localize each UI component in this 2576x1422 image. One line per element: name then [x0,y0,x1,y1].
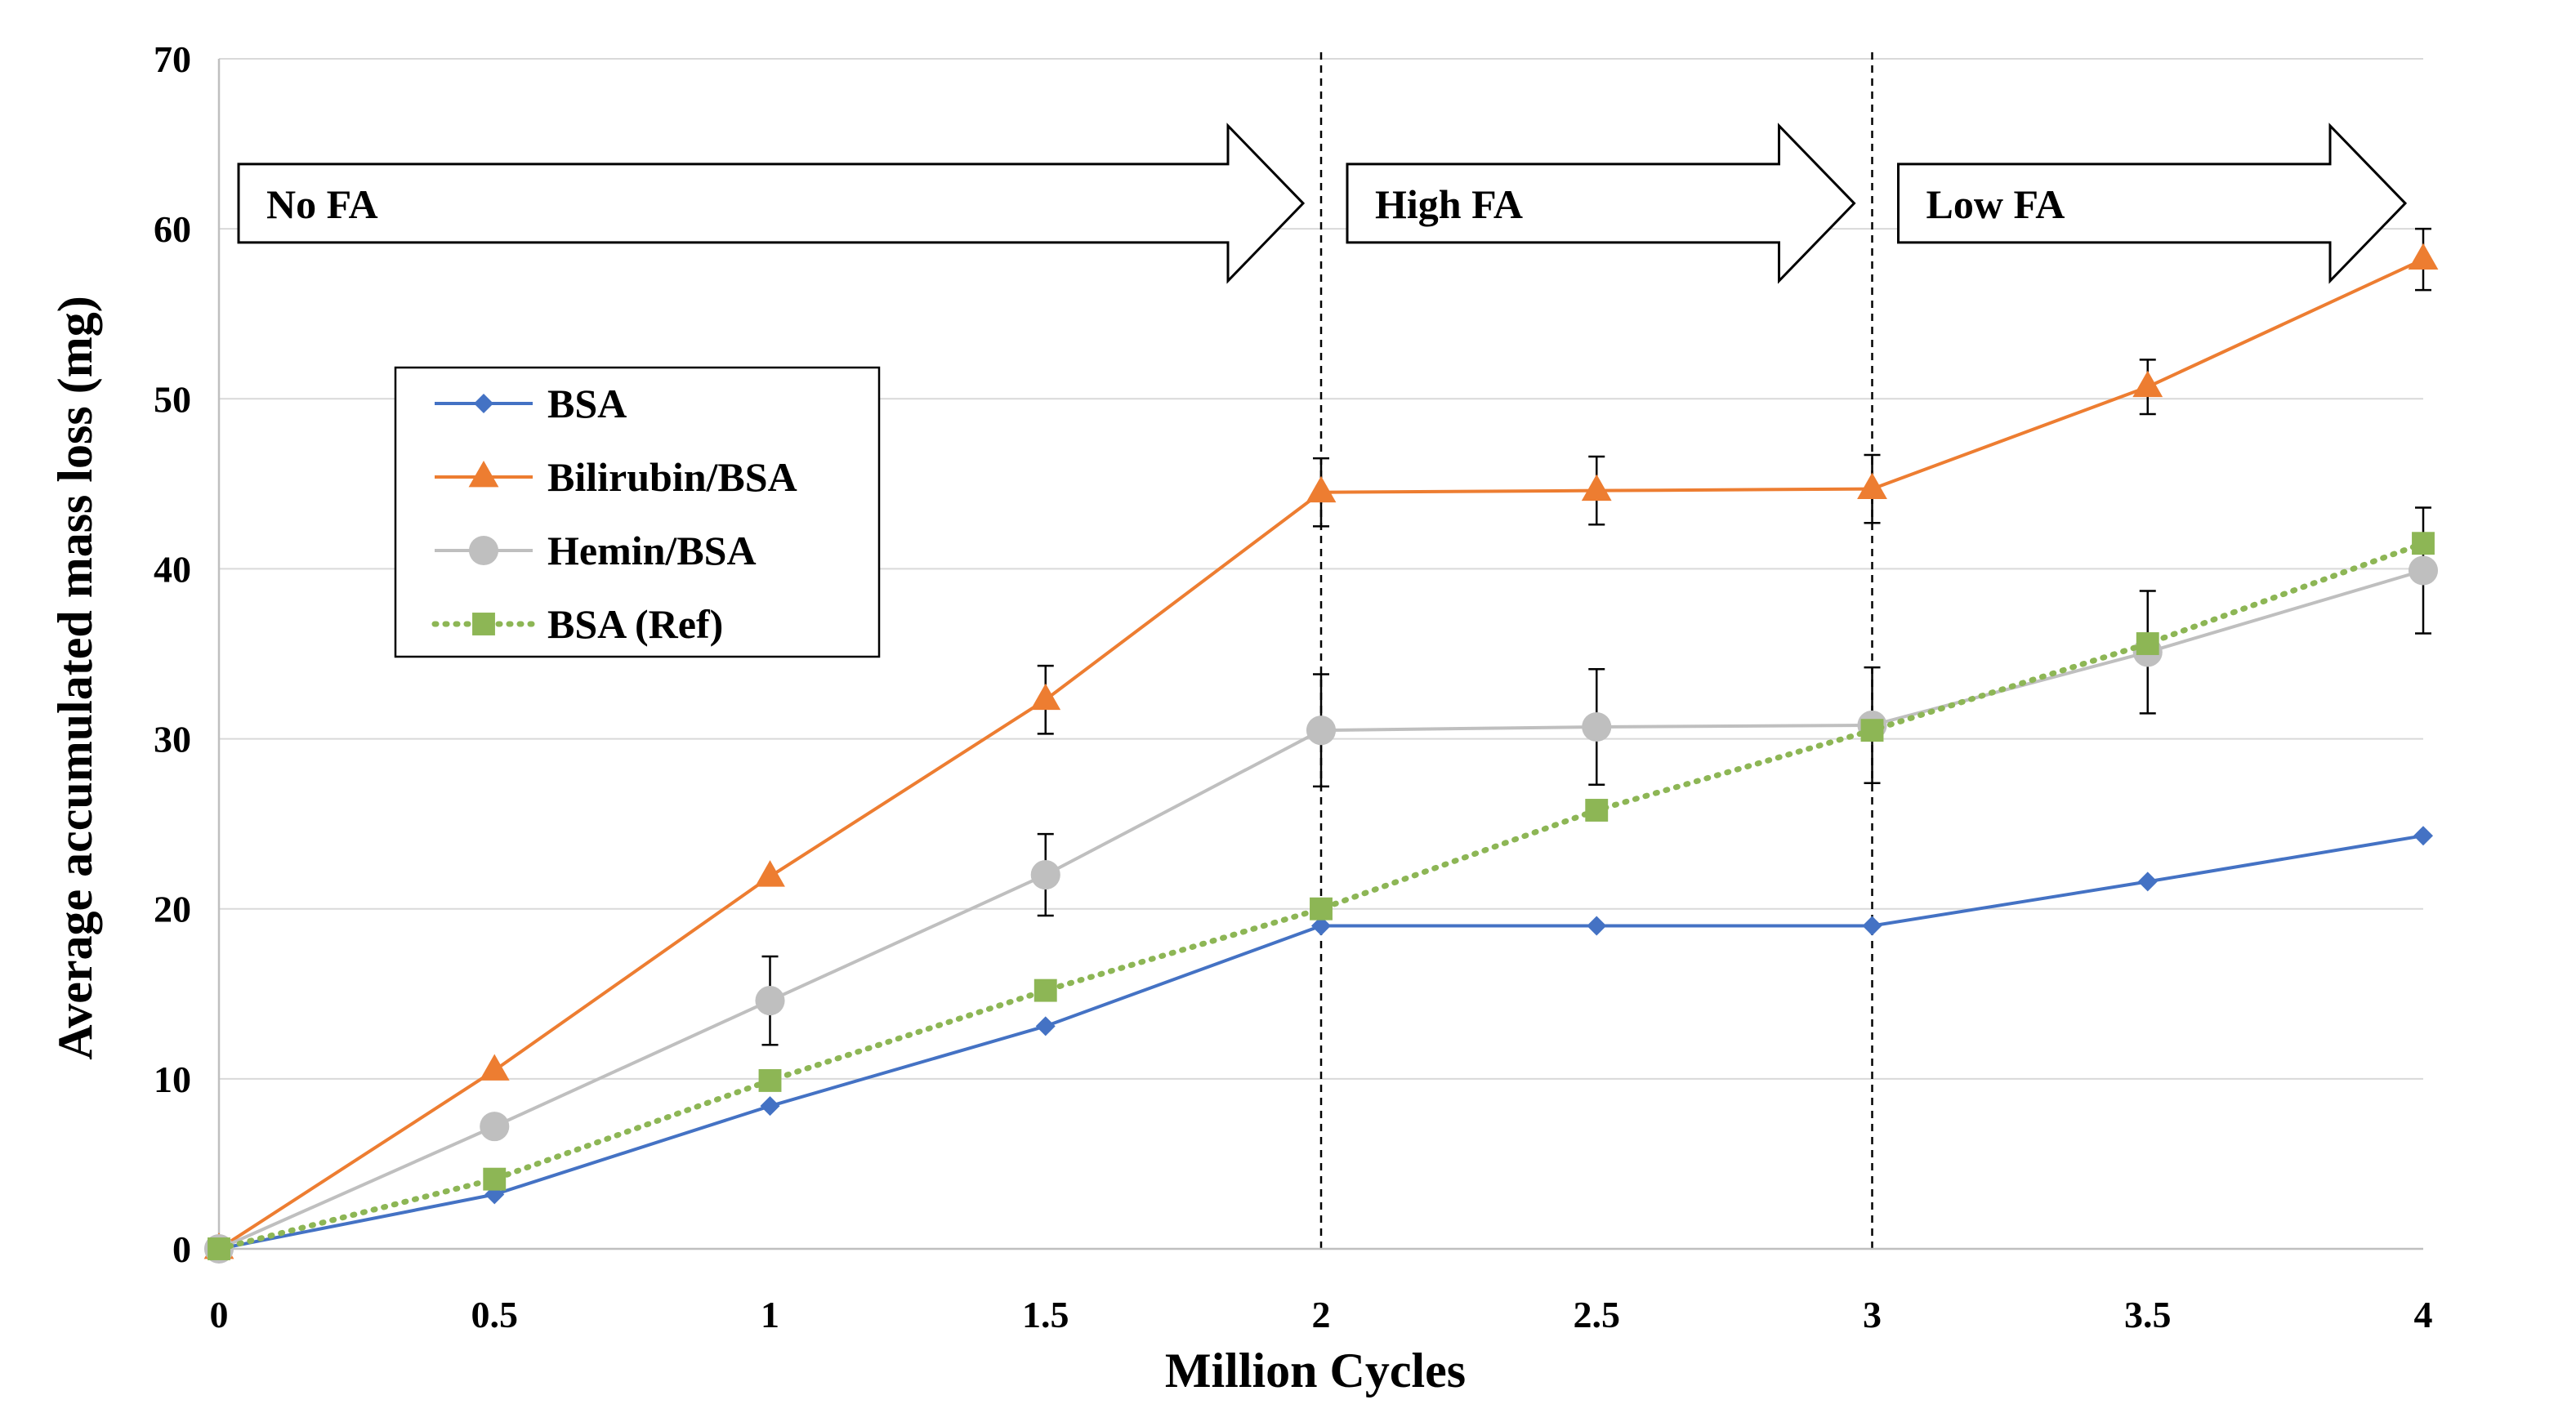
x-tick-label: 0 [210,1294,229,1335]
legend-label: BSA [547,381,627,426]
data-point [755,986,785,1016]
x-tick-label: 0.5 [471,1294,519,1335]
data-point [2408,243,2439,270]
data-point [758,1068,782,1092]
data-point [1311,916,1331,936]
data-point [1862,916,1882,936]
data-point [483,1167,507,1191]
data-point [2132,370,2163,398]
phase-arrow [237,123,1306,284]
legend-label: Bilirubin/BSA [547,454,797,500]
phase-arrow [1346,123,1856,284]
y-tick-label: 30 [154,719,191,760]
y-tick-label: 50 [154,378,191,420]
data-point [760,1096,780,1117]
data-point [1306,715,1337,746]
data-point [208,1237,230,1260]
data-point [1857,472,1887,500]
data-point [1860,719,1884,742]
x-axis-title: Million Cycles [1165,1344,1466,1397]
data-point [1035,1016,1056,1036]
x-tick-label: 3.5 [2124,1294,2172,1335]
legend: BSA Bilirubin/BSA Hemin/BSA BSA (Ref) [394,366,881,658]
phase-label: High FA [1375,181,1523,227]
data-point [2136,632,2159,655]
data-point [1582,711,1612,742]
data-point [1034,978,1057,1002]
data-point [1587,916,1607,936]
x-tick-label: 2 [1312,1294,1331,1335]
legend-marker [474,394,493,413]
x-tick-label: 2.5 [1574,1294,1621,1335]
y-tick-label: 40 [154,548,191,590]
data-point [2137,871,2158,892]
y-tick-label: 10 [154,1059,191,1100]
series-bilirubin-bsa [203,227,2439,1259]
data-point [1310,897,1333,921]
y-tick-label: 0 [172,1228,191,1270]
series-group [203,227,2439,1264]
y-axis-title: Average accumulated mass loss (mg) [48,296,102,1059]
y-tick-label: 70 [154,38,191,80]
phase-label: No FA [266,181,378,227]
legend-label: BSA (Ref) [547,601,723,647]
series-bsa-ref [208,532,2435,1260]
data-point [1581,474,1612,501]
data-point [2408,555,2439,586]
phase-label: Low FA [1926,181,2065,227]
legend-marker [472,613,495,635]
legend-marker [468,535,499,566]
phase-arrow [1897,123,2408,284]
data-point [1585,799,1609,822]
phase-annotations: No FA High FA Low FA [237,52,2408,1249]
data-point [1030,860,1060,890]
axes: 0 10 20 30 40 50 60 70 0 0.5 1 1.5 2 2.5 3 3.5 4 [154,38,2433,1335]
legend-box [394,366,881,658]
y-tick-label: 20 [154,889,191,930]
x-tick-label: 1 [761,1294,779,1335]
data-point [755,860,785,887]
x-tick-label: 1.5 [1022,1294,1069,1335]
data-point [479,1054,510,1081]
legend-marker [468,461,499,488]
x-tick-label: 4 [2414,1294,2433,1335]
series-line [216,540,2426,1252]
y-tick-label: 60 [154,208,191,250]
data-point [2412,532,2435,555]
data-point [1306,475,1337,503]
data-point [1030,683,1061,711]
data-point [480,1112,510,1142]
x-tick-label: 3 [1863,1294,1882,1335]
data-point [2413,826,2433,846]
legend-label: Hemin/BSA [547,528,757,573]
